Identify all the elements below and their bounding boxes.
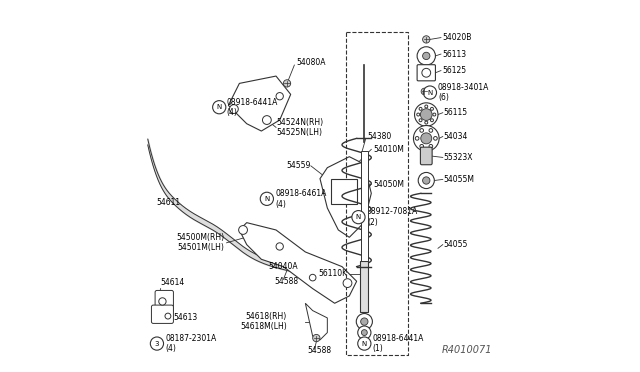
Text: 54055: 54055 bbox=[444, 240, 468, 249]
Circle shape bbox=[422, 36, 430, 43]
Polygon shape bbox=[228, 76, 291, 131]
Text: 54618(RH)
54618M(LH): 54618(RH) 54618M(LH) bbox=[240, 312, 287, 331]
Circle shape bbox=[418, 173, 435, 189]
Circle shape bbox=[422, 52, 430, 60]
Text: 56113: 56113 bbox=[443, 49, 467, 58]
Circle shape bbox=[356, 314, 372, 330]
FancyBboxPatch shape bbox=[361, 151, 367, 261]
Text: 54559: 54559 bbox=[287, 161, 311, 170]
FancyBboxPatch shape bbox=[417, 65, 435, 81]
FancyBboxPatch shape bbox=[360, 261, 369, 312]
Circle shape bbox=[165, 313, 171, 319]
Text: 54611: 54611 bbox=[157, 198, 180, 207]
Polygon shape bbox=[239, 223, 356, 303]
Text: 08918-6461A
(4): 08918-6461A (4) bbox=[275, 189, 326, 209]
Circle shape bbox=[276, 93, 284, 100]
Circle shape bbox=[309, 274, 316, 281]
Circle shape bbox=[262, 116, 271, 125]
Circle shape bbox=[433, 113, 436, 116]
Circle shape bbox=[433, 137, 437, 140]
Text: 56115: 56115 bbox=[444, 108, 468, 117]
Text: R4010071: R4010071 bbox=[442, 344, 492, 355]
Text: 3: 3 bbox=[155, 341, 159, 347]
Circle shape bbox=[429, 129, 433, 132]
Circle shape bbox=[422, 68, 431, 77]
Circle shape bbox=[212, 100, 226, 114]
Text: N: N bbox=[264, 196, 269, 202]
Circle shape bbox=[415, 137, 419, 140]
Text: 55323X: 55323X bbox=[444, 153, 474, 162]
Circle shape bbox=[239, 225, 248, 234]
Text: 56110K: 56110K bbox=[318, 269, 348, 279]
Circle shape bbox=[352, 211, 365, 224]
Circle shape bbox=[420, 144, 424, 148]
Circle shape bbox=[417, 47, 435, 65]
Circle shape bbox=[420, 129, 424, 132]
Text: 54613: 54613 bbox=[173, 314, 198, 323]
Circle shape bbox=[421, 88, 428, 95]
Circle shape bbox=[417, 113, 420, 116]
Text: 54588: 54588 bbox=[274, 277, 298, 286]
Circle shape bbox=[313, 334, 320, 342]
Text: 08918-6441A
(4): 08918-6441A (4) bbox=[227, 97, 278, 117]
Circle shape bbox=[276, 243, 284, 250]
Text: N: N bbox=[356, 214, 361, 220]
Text: N: N bbox=[362, 341, 367, 347]
Circle shape bbox=[362, 330, 367, 336]
Circle shape bbox=[419, 119, 422, 122]
Circle shape bbox=[423, 86, 436, 99]
Circle shape bbox=[230, 105, 238, 113]
Text: 56125: 56125 bbox=[443, 66, 467, 75]
Text: 54050M: 54050M bbox=[373, 180, 404, 189]
Text: 54080A: 54080A bbox=[296, 58, 326, 67]
Circle shape bbox=[150, 337, 164, 350]
Circle shape bbox=[420, 133, 432, 144]
Circle shape bbox=[431, 119, 433, 122]
Text: N: N bbox=[428, 90, 433, 96]
FancyBboxPatch shape bbox=[331, 179, 356, 204]
Circle shape bbox=[361, 318, 368, 325]
Text: 54588: 54588 bbox=[307, 346, 332, 355]
Circle shape bbox=[343, 279, 352, 288]
Circle shape bbox=[159, 298, 166, 305]
Text: 54614: 54614 bbox=[161, 278, 185, 287]
Text: N: N bbox=[216, 104, 222, 110]
Text: 08187-2301A
(4): 08187-2301A (4) bbox=[165, 334, 216, 353]
Text: 54010M: 54010M bbox=[373, 145, 404, 154]
FancyBboxPatch shape bbox=[152, 305, 173, 323]
Text: 54020B: 54020B bbox=[443, 33, 472, 42]
Text: ◻: ◻ bbox=[339, 186, 348, 196]
Circle shape bbox=[422, 177, 430, 184]
Circle shape bbox=[425, 121, 428, 124]
Text: 54380: 54380 bbox=[367, 132, 391, 141]
Text: 54055M: 54055M bbox=[444, 175, 475, 184]
FancyBboxPatch shape bbox=[155, 291, 173, 312]
Circle shape bbox=[358, 326, 371, 339]
Text: 54524N(RH)
54525N(LH): 54524N(RH) 54525N(LH) bbox=[276, 118, 323, 137]
Circle shape bbox=[413, 125, 439, 151]
Text: 54040A: 54040A bbox=[269, 262, 298, 271]
Circle shape bbox=[431, 108, 433, 110]
FancyBboxPatch shape bbox=[420, 147, 432, 165]
Circle shape bbox=[429, 144, 433, 148]
Circle shape bbox=[415, 103, 438, 126]
Text: 08912-7081A
(2): 08912-7081A (2) bbox=[367, 208, 418, 227]
Polygon shape bbox=[305, 303, 327, 340]
Polygon shape bbox=[320, 157, 371, 237]
Text: 54500M(RH)
54501M(LH): 54500M(RH) 54501M(LH) bbox=[177, 233, 225, 253]
Circle shape bbox=[419, 108, 422, 110]
Circle shape bbox=[420, 109, 432, 121]
Text: 54034: 54034 bbox=[444, 132, 468, 141]
Text: 08918-6441A
(1): 08918-6441A (1) bbox=[372, 334, 424, 353]
Circle shape bbox=[284, 80, 291, 87]
Circle shape bbox=[260, 192, 273, 205]
Circle shape bbox=[358, 337, 371, 350]
Circle shape bbox=[425, 105, 428, 108]
Text: 08918-3401A
(6): 08918-3401A (6) bbox=[438, 83, 490, 102]
